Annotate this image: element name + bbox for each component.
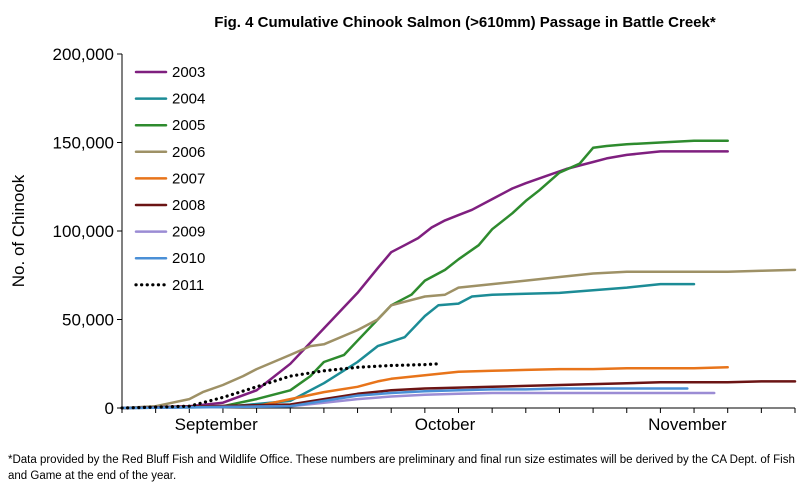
legend-label-2004: 2004 [172, 91, 205, 108]
y-tick-label: 100,000 [53, 222, 114, 241]
legend-label-2007: 2007 [172, 170, 205, 187]
axes: 0 50,000 100,000 150,000 200,000 September Oct… [53, 45, 796, 434]
footnote: *Data provided by the Red Bluff Fish and… [8, 454, 795, 482]
y-tick-label: 50,000 [62, 311, 114, 330]
legend-label-2009: 2009 [172, 224, 205, 241]
legend-label-2006: 2006 [172, 144, 205, 161]
series-line-2009 [120, 391, 716, 410]
series-line-2010 [120, 387, 689, 410]
series-layer [120, 139, 797, 410]
series-line-2006 [120, 268, 797, 410]
x-tick-label: November [648, 415, 727, 434]
x-tick-label: October [415, 415, 476, 434]
legend-label-2011: 2011 [172, 277, 204, 294]
chart: Fig. 4 Cumulative Chinook Salmon (>610mm… [9, 14, 797, 434]
y-tick-label: 150,000 [53, 134, 114, 153]
series-line-2003 [120, 150, 729, 410]
series-line-2008 [120, 380, 797, 410]
series-line-2011 [120, 362, 440, 410]
y-axis-label: No. of Chinook [9, 174, 28, 287]
legend-label-2003: 2003 [172, 64, 205, 81]
chart-title: Fig. 4 Cumulative Chinook Salmon (>610mm… [214, 14, 716, 31]
y-tick-label: 200,000 [53, 45, 114, 64]
legend: 2003 2004 2005 2006 2007 2008 2009 2010 2011 [134, 64, 205, 294]
legend-label-2005: 2005 [172, 117, 205, 134]
series-line-2004 [120, 282, 696, 410]
legend-label-2008: 2008 [172, 197, 205, 214]
y-tick-label: 0 [105, 399, 114, 418]
legend-label-2010: 2010 [172, 250, 205, 267]
series-line-2005 [120, 139, 729, 410]
x-tick-label: September [175, 415, 258, 434]
series-line-2007 [120, 366, 729, 410]
